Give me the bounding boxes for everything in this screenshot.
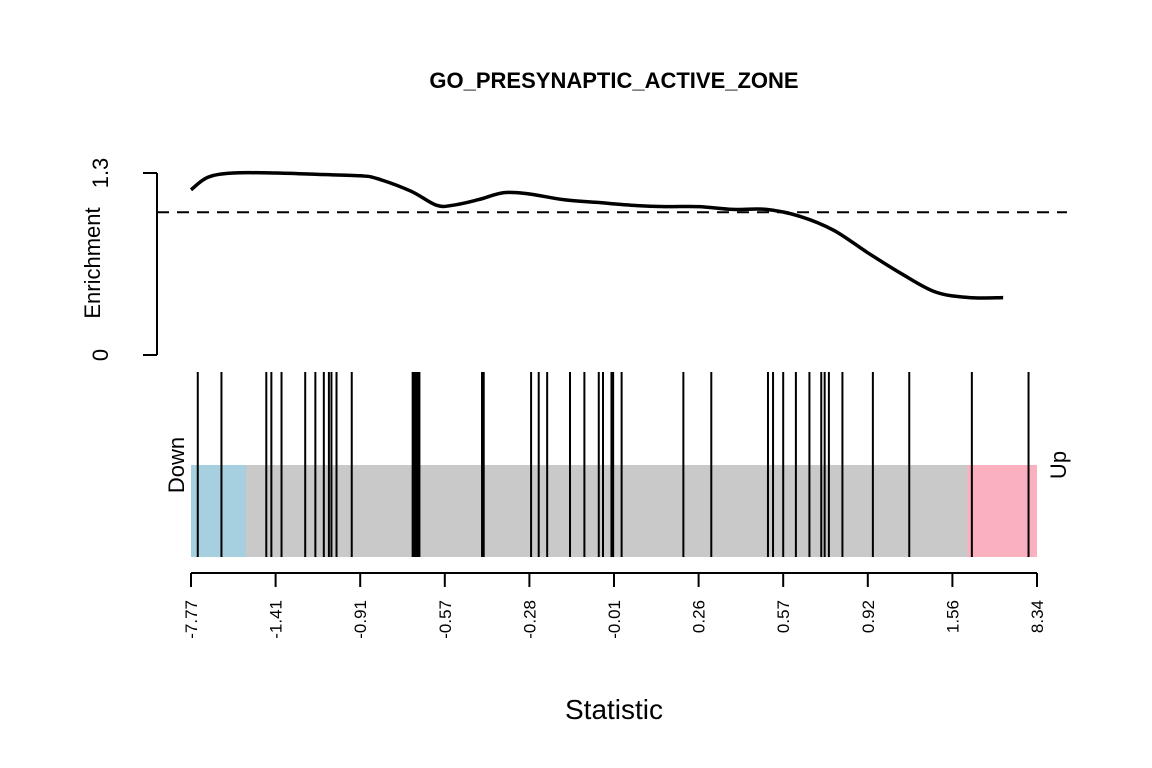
barcode-up-band (967, 465, 1037, 557)
x-tick-label: 0.92 (859, 600, 878, 633)
x-tick-label: -1.41 (267, 600, 286, 639)
x-tick-label: -0.57 (436, 600, 455, 639)
up-label: Up (1046, 451, 1071, 479)
y-tick-label: 1.3 (88, 158, 113, 189)
chart-title: GO_PRESYNAPTIC_ACTIVE_ZONE (429, 68, 798, 93)
x-tick-label: 8.34 (1028, 600, 1047, 633)
enrichment-curve (189, 170, 1004, 300)
x-tick-label: 1.56 (943, 600, 962, 633)
x-tick-label: 0.57 (774, 600, 793, 633)
x-axis-label: Statistic (565, 694, 663, 725)
x-axis: -7.77 -1.41 -0.91 -0.57 -0.28 -0.01 0.26 0.57 0.… (182, 572, 1047, 639)
enrichment-y-axis: 01.3 (88, 158, 158, 361)
down-label: Down (164, 437, 189, 493)
barcode-lines (196, 372, 1030, 557)
x-tick-label: -0.91 (351, 600, 370, 639)
x-tick-label: -0.01 (605, 600, 624, 639)
barcode-down-band (191, 465, 246, 557)
y-tick-label: 0 (88, 349, 113, 361)
x-tick-label: -0.28 (520, 600, 539, 639)
x-tick-label: 0.26 (690, 600, 709, 633)
x-tick-label: -7.77 (182, 600, 201, 639)
y-axis-label: Enrichment (80, 207, 105, 318)
